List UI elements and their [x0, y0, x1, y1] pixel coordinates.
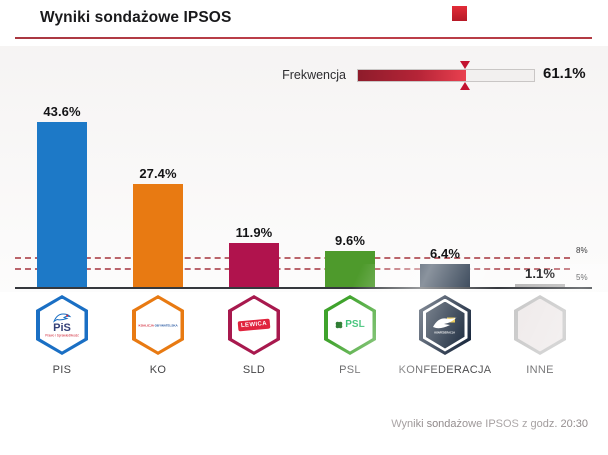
result-bar — [229, 242, 279, 288]
result-bar — [420, 263, 470, 288]
hexagon-inner: LEWICA — [231, 298, 277, 352]
party-name-label: KO — [149, 364, 167, 376]
turnout-value: 61.1% — [543, 65, 586, 82]
hexagon-inner: PiS Prawo i Sprawiedliwość — [39, 298, 85, 352]
party-badge: LEWICA — [228, 295, 280, 355]
party-name-label: INNE — [526, 364, 554, 376]
page-title: Wyniki sondażowe IPSOS — [40, 9, 232, 26]
party-badge: PiS Prawo i Sprawiedliwość — [36, 295, 88, 355]
lewica-logo-text: LEWICA — [240, 320, 268, 330]
lewica-logo-box: LEWICA — [237, 318, 271, 332]
turnout-marker-top-icon — [460, 61, 471, 69]
party-badge: PSL — [324, 295, 376, 355]
pis-logo-subtext: Prawo i Sprawiedliwość — [45, 333, 79, 338]
bar-value-label: 43.6% — [43, 104, 81, 119]
result-bar — [515, 283, 565, 288]
pis-logo-text: PiS — [53, 322, 71, 334]
party-badge: KOALICJA OBYWATELSKA — [132, 295, 184, 355]
chart-background-wash — [0, 46, 608, 292]
ko-logo-text: KOALICJA OBYWATELSKA — [138, 323, 178, 327]
psl-logo: PSL — [335, 319, 365, 330]
party-name-label: PIS — [52, 364, 72, 376]
threshold-line — [15, 267, 570, 270]
bar-value-label: 11.9% — [235, 224, 273, 240]
result-bar — [37, 122, 87, 288]
psl-logo-text: PSL — [345, 319, 365, 330]
turnout-bar — [357, 61, 535, 90]
konfederacja-eagle-icon — [433, 317, 457, 328]
title-underline — [15, 37, 592, 39]
bar-value-label: 9.6% — [334, 233, 366, 249]
konfederacja-inner-hexagon: KONFEDERACJA — [425, 301, 465, 349]
threshold-label: 8% — [576, 245, 588, 255]
party-name-label: PSL — [339, 364, 361, 376]
chart-baseline — [15, 286, 592, 289]
psl-clover-icon — [335, 321, 343, 329]
footer-note: Wyniki sondażowe IPSOS z godz. 20:30 — [391, 418, 588, 430]
bar-value-label: 27.4% — [139, 165, 177, 181]
hexagon-inner: KOALICJA OBYWATELSKA — [135, 298, 181, 352]
turnout-bar-fill — [358, 70, 466, 81]
turnout-label: Frekwencja — [282, 68, 346, 82]
threshold-label: 5% — [576, 272, 588, 282]
party-name-label: KONFEDERACJA — [398, 364, 492, 376]
result-bar — [133, 183, 183, 288]
turnout-marker-bottom-icon — [460, 82, 471, 90]
konfederacja-logo-text: KONFEDERACJA — [434, 330, 456, 334]
bar-value-label: 6.4% — [429, 245, 461, 261]
hexagon-inner: PSL — [327, 298, 373, 352]
party-badge: KONFEDERACJA — [419, 295, 471, 355]
red-square-marker — [452, 6, 467, 21]
result-bar — [325, 251, 375, 288]
threshold-line — [15, 256, 570, 259]
party-badge — [514, 295, 566, 355]
pis-eagle-icon — [52, 313, 72, 323]
hexagon-inner — [517, 298, 563, 352]
party-name-label: SLD — [242, 364, 266, 376]
hexagon-inner: KONFEDERACJA — [422, 298, 468, 352]
bar-value-label: 1.1% — [524, 265, 556, 281]
